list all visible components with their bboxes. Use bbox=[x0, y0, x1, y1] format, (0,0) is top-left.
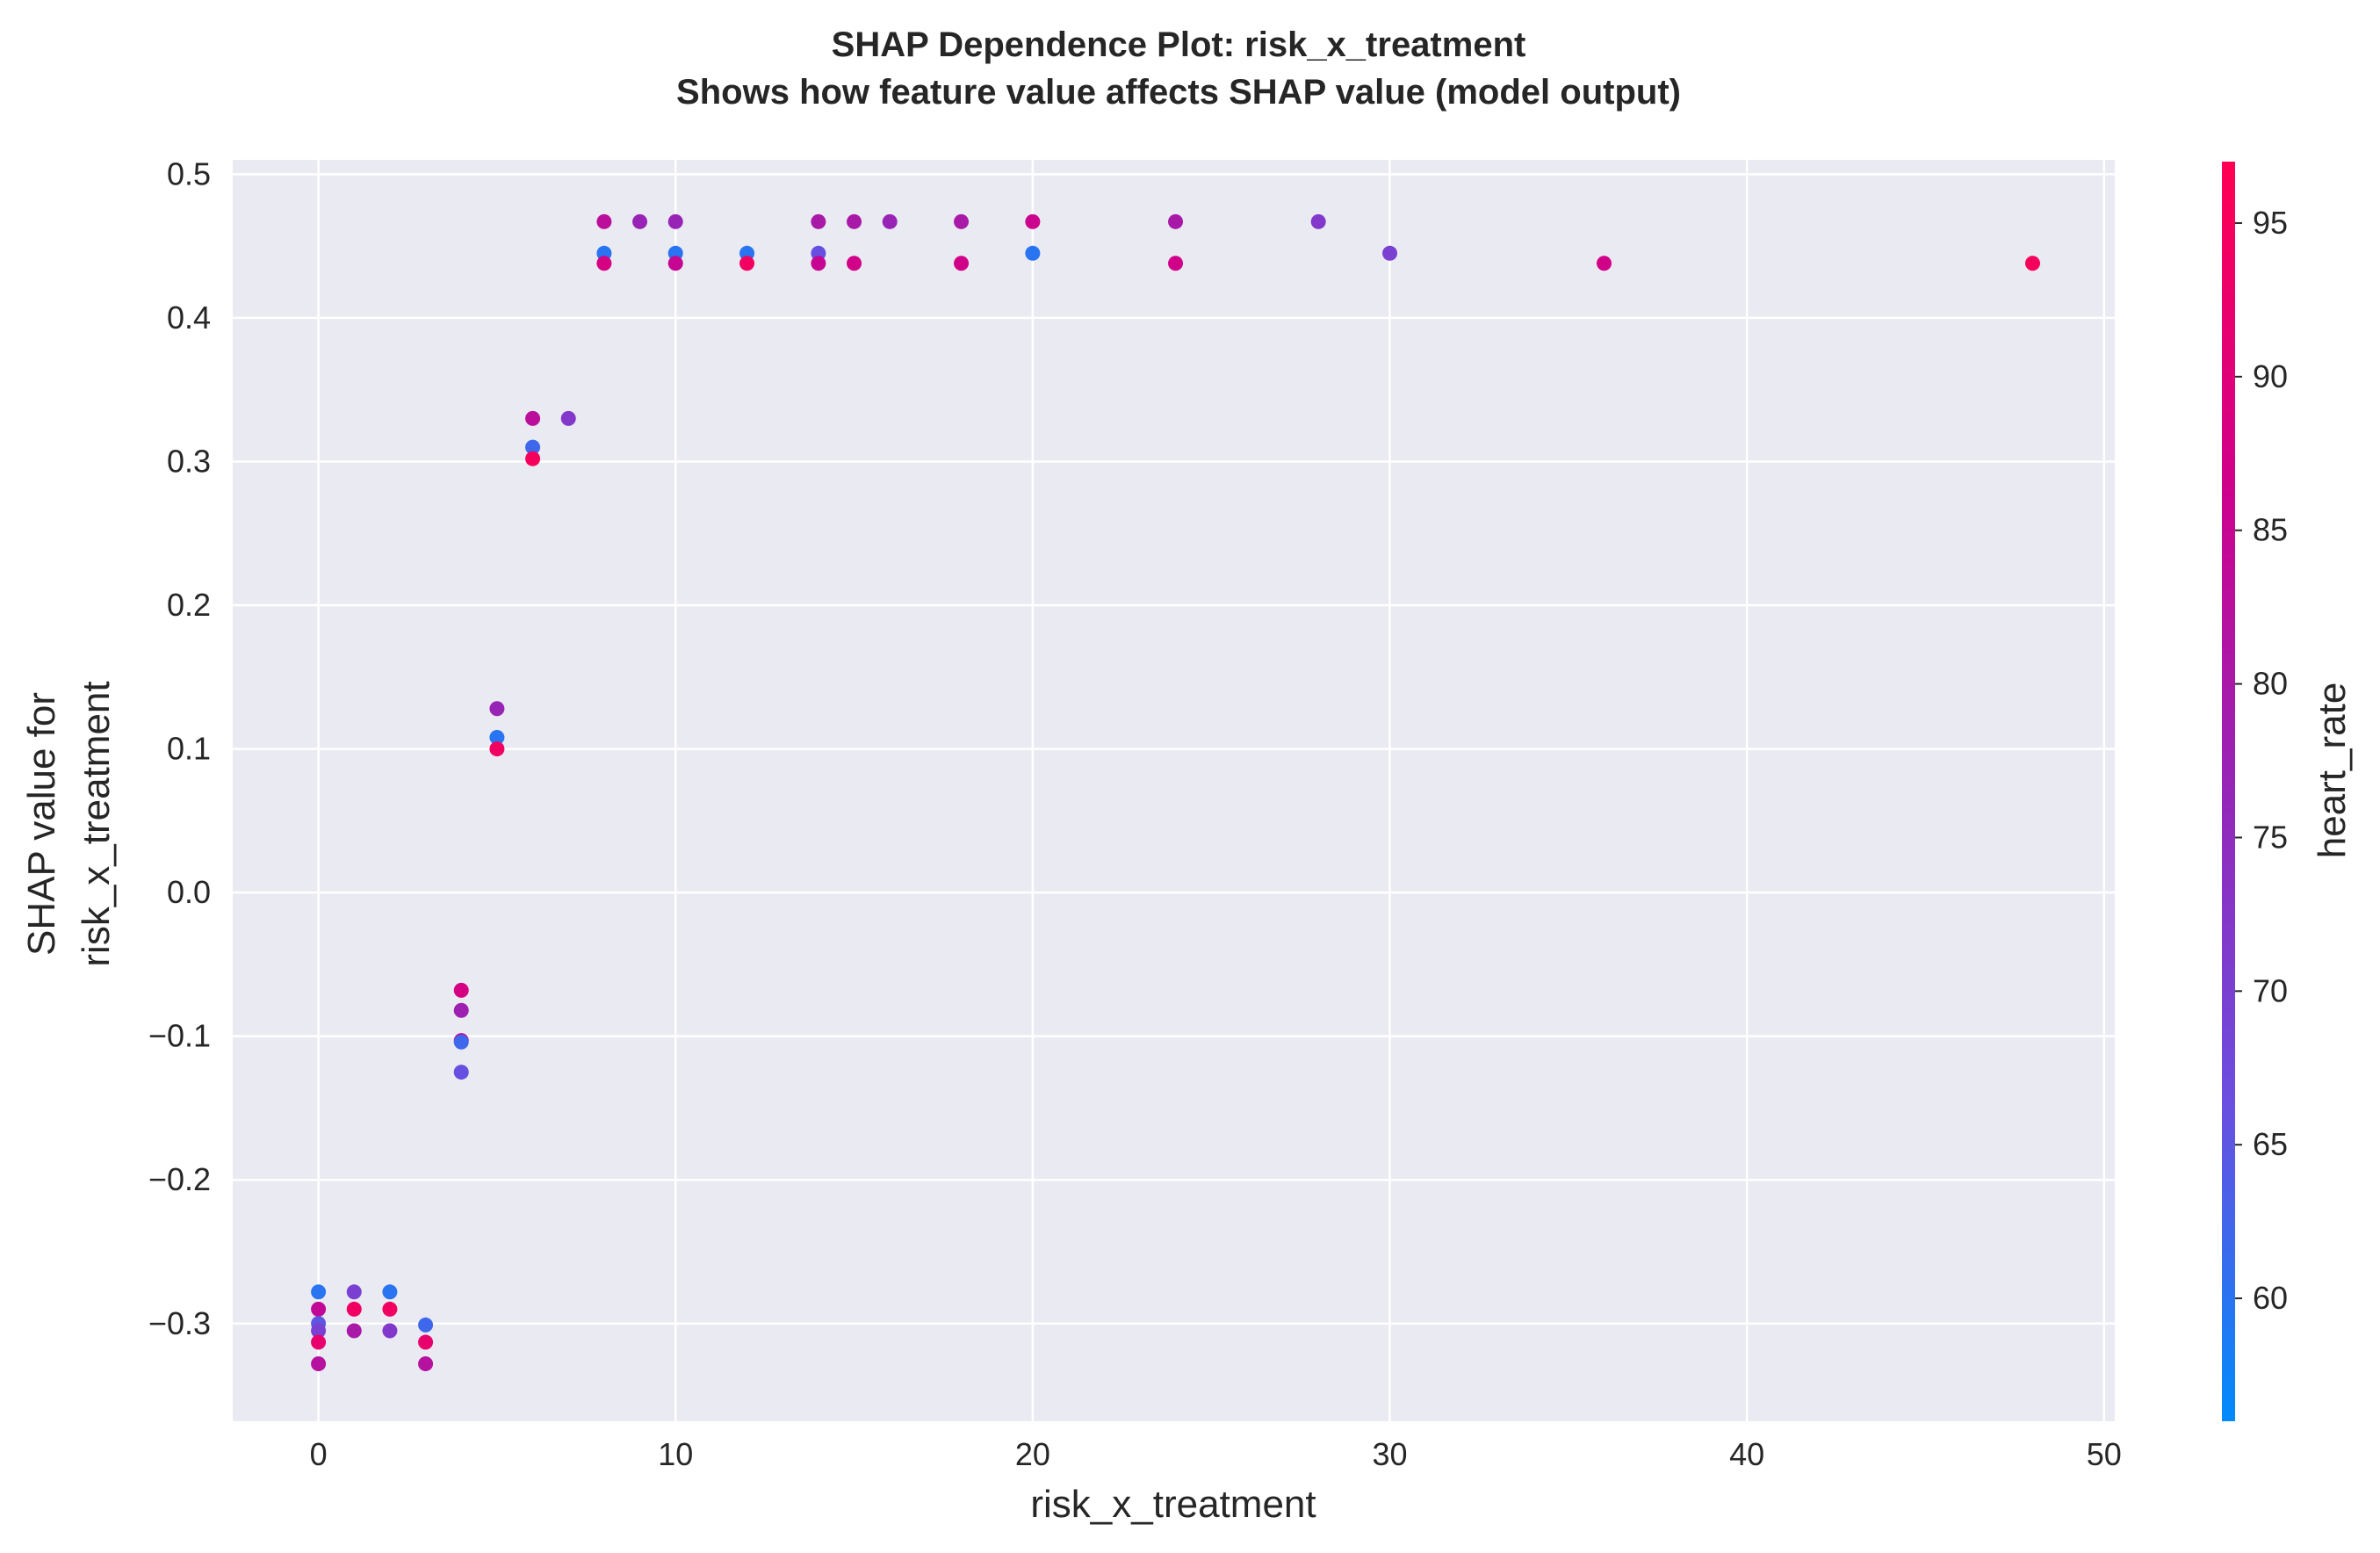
grid bbox=[233, 160, 2115, 1421]
data-point bbox=[418, 1356, 434, 1372]
data-point bbox=[596, 213, 612, 229]
data-point bbox=[882, 213, 898, 229]
colorbar bbox=[2222, 162, 2235, 1421]
data-point bbox=[954, 256, 970, 271]
colorbar-tick-label: 80 bbox=[2253, 666, 2288, 702]
data-points bbox=[311, 213, 2040, 1372]
data-point bbox=[311, 1334, 327, 1350]
data-point bbox=[346, 1323, 362, 1339]
y-tick-label: 0.4 bbox=[167, 300, 211, 336]
x-tick-label: 10 bbox=[658, 1436, 693, 1472]
y-axis-ticks: −0.3 −0.2 −0.1 0.0 0.1 0.2 0.3 0.4 0.5 bbox=[148, 155, 211, 1340]
data-point bbox=[346, 1301, 362, 1317]
x-tick-label: 50 bbox=[2087, 1436, 2122, 1472]
data-point bbox=[811, 213, 826, 229]
data-point bbox=[311, 1356, 327, 1372]
data-point bbox=[525, 410, 541, 426]
data-point bbox=[453, 1002, 469, 1018]
data-point bbox=[596, 256, 612, 271]
data-point bbox=[1597, 256, 1612, 271]
y-tick-label: 0.3 bbox=[167, 443, 211, 479]
data-point bbox=[1025, 213, 1041, 229]
colorbar-tick-label: 90 bbox=[2253, 358, 2288, 394]
x-axis-ticks: 0 10 20 30 40 50 bbox=[310, 1436, 2122, 1472]
chart-subtitle: Shows how feature value affects SHAP val… bbox=[676, 73, 1681, 112]
data-point bbox=[382, 1301, 398, 1317]
data-point bbox=[560, 410, 576, 426]
y-tick-label: −0.3 bbox=[148, 1305, 211, 1341]
colorbar-tick-label: 95 bbox=[2253, 205, 2288, 241]
data-point bbox=[2024, 256, 2040, 271]
colorbar-tick-label: 75 bbox=[2253, 819, 2288, 855]
data-point bbox=[489, 729, 505, 745]
data-point bbox=[667, 213, 683, 229]
data-point bbox=[489, 701, 505, 717]
y-axis-label-line-1: SHAP value for bbox=[20, 692, 63, 956]
y-tick-label: 0.1 bbox=[167, 731, 211, 767]
data-point bbox=[954, 213, 970, 229]
chart-title: SHAP Dependence Plot: risk_x_treatment bbox=[832, 25, 1526, 64]
data-point bbox=[453, 982, 469, 998]
data-point bbox=[382, 1284, 398, 1300]
colorbar-tick-label: 65 bbox=[2253, 1126, 2288, 1162]
data-point bbox=[1168, 256, 1184, 271]
data-point bbox=[847, 256, 862, 271]
data-point bbox=[311, 1301, 327, 1317]
y-axis-label-line-2: risk_x_treatment bbox=[75, 681, 118, 966]
x-tick-label: 30 bbox=[1372, 1436, 1407, 1472]
x-axis-label: risk_x_treatment bbox=[1030, 1483, 1316, 1526]
colorbar-tick-label: 85 bbox=[2253, 512, 2288, 548]
data-point bbox=[418, 1317, 434, 1333]
y-tick-label: 0.2 bbox=[167, 587, 211, 623]
data-point bbox=[632, 213, 648, 229]
data-point bbox=[1025, 245, 1041, 261]
colorbar-ticks: 60 65 70 75 80 85 90 95 bbox=[2235, 205, 2288, 1316]
y-tick-label: −0.1 bbox=[148, 1018, 211, 1054]
data-point bbox=[453, 1065, 469, 1080]
data-point bbox=[847, 213, 862, 229]
y-tick-label: 0.0 bbox=[167, 874, 211, 910]
data-point bbox=[525, 451, 541, 466]
colorbar-tick-label: 70 bbox=[2253, 972, 2288, 1008]
y-tick-label: −0.2 bbox=[148, 1161, 211, 1197]
x-tick-label: 40 bbox=[1729, 1436, 1764, 1472]
data-point bbox=[489, 741, 505, 757]
plot-area bbox=[233, 160, 2115, 1421]
data-point bbox=[525, 439, 541, 455]
colorbar-label: heart_rate bbox=[2311, 683, 2354, 859]
data-point bbox=[739, 256, 755, 271]
data-point bbox=[311, 1284, 327, 1300]
data-point bbox=[1310, 213, 1326, 229]
data-point bbox=[418, 1334, 434, 1350]
y-tick-label: 0.5 bbox=[167, 155, 211, 191]
data-point bbox=[453, 1034, 469, 1050]
data-point bbox=[667, 256, 683, 271]
data-point bbox=[346, 1284, 362, 1300]
data-point bbox=[382, 1323, 398, 1339]
data-point bbox=[811, 256, 826, 271]
x-tick-label: 20 bbox=[1015, 1436, 1050, 1472]
data-point bbox=[1382, 245, 1398, 261]
data-point bbox=[1168, 213, 1184, 229]
data-point bbox=[311, 1323, 327, 1339]
colorbar-tick-label: 60 bbox=[2253, 1280, 2288, 1316]
x-tick-label: 0 bbox=[310, 1436, 328, 1472]
